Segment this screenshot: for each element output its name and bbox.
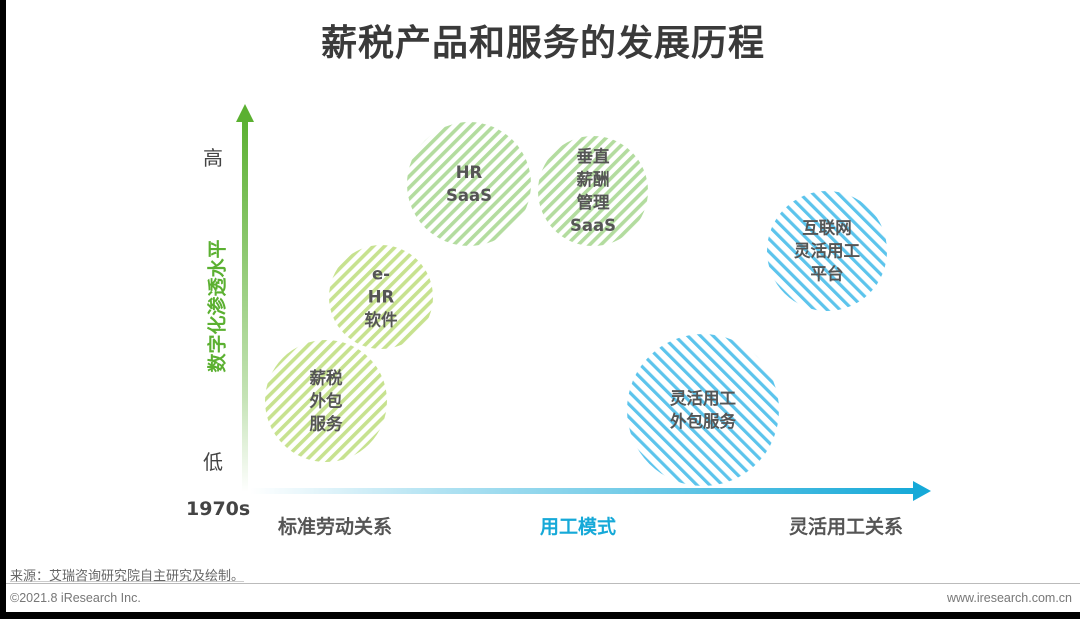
- x-axis-title: 用工模式: [540, 516, 617, 538]
- bubble-label-line: 互联网: [802, 218, 852, 238]
- bubble-label-1: e- HR 软件: [365, 263, 398, 332]
- footer-divider: [6, 583, 1080, 584]
- bubble-0: [265, 340, 387, 462]
- bubble-label-line: 薪税: [309, 368, 343, 388]
- copyright: ©2021.8 iResearch Inc.: [10, 591, 141, 605]
- bubble-label-2: HR SaaS: [446, 161, 492, 207]
- y-axis-low-label: 低: [203, 450, 223, 474]
- bubble-label-line: 管理: [576, 193, 610, 212]
- bubble-label-line: e-: [371, 264, 391, 284]
- source-note: 来源：艾瑞咨询研究院自主研究及绘制。: [10, 569, 245, 584]
- bubble-layer: [265, 122, 887, 486]
- bubble-label-line: 薪酬: [576, 170, 610, 189]
- bubble-label-0: 薪税 外包 服务: [310, 367, 343, 436]
- bubble-label-line: 平台: [810, 264, 844, 284]
- bubble-label-line: SaaS: [445, 186, 493, 205]
- diagram-canvas: [236, 104, 931, 501]
- bubble-1: [329, 245, 433, 349]
- bubble-label-line: 外包服务: [670, 412, 736, 431]
- page-title: 薪税产品和服务的发展历程: [320, 23, 765, 64]
- bubble-label-5: 灵活用工 外包服务: [670, 387, 736, 433]
- slide: 薪税产品和服务的发展历程: [6, 0, 1080, 612]
- website-link[interactable]: www.iresearch.com.cn: [946, 591, 1072, 605]
- bubble-label-line: HR: [455, 163, 483, 182]
- x-axis-arrowhead: [913, 481, 931, 501]
- bubble-label-4: 互联网 灵活用工 平台: [794, 217, 860, 286]
- y-axis-arrowhead: [236, 104, 254, 122]
- bubble-3: [538, 136, 648, 246]
- x-axis-left-label: 标准劳动关系: [278, 516, 393, 538]
- origin-year-label: 1970s: [186, 498, 251, 520]
- bubble-label-line: 软件: [364, 310, 398, 330]
- bubble-label-line: SaaS: [569, 216, 617, 235]
- bubble-label-line: 服务: [309, 414, 343, 434]
- bubble-label-line: 外包: [309, 391, 343, 411]
- bubble-label-line: HR: [367, 287, 395, 307]
- bubble-4: [767, 191, 887, 311]
- x-axis-right-label: 灵活用工关系: [789, 516, 904, 538]
- y-axis-high-label: 高: [203, 146, 223, 170]
- bubble-label-3: 垂直薪酬管理 SaaS: [570, 145, 616, 237]
- x-axis-line: [250, 488, 915, 494]
- bubble-5: [627, 334, 779, 486]
- bubble-label-line: 垂直: [576, 147, 610, 166]
- bubble-label-line: 灵活用工: [670, 389, 736, 408]
- y-axis-title-text: 数字化渗透水平: [206, 239, 229, 373]
- bubble-label-line: 灵活用工: [794, 241, 860, 261]
- y-axis-line: [242, 118, 248, 492]
- bubble-2: [407, 122, 531, 246]
